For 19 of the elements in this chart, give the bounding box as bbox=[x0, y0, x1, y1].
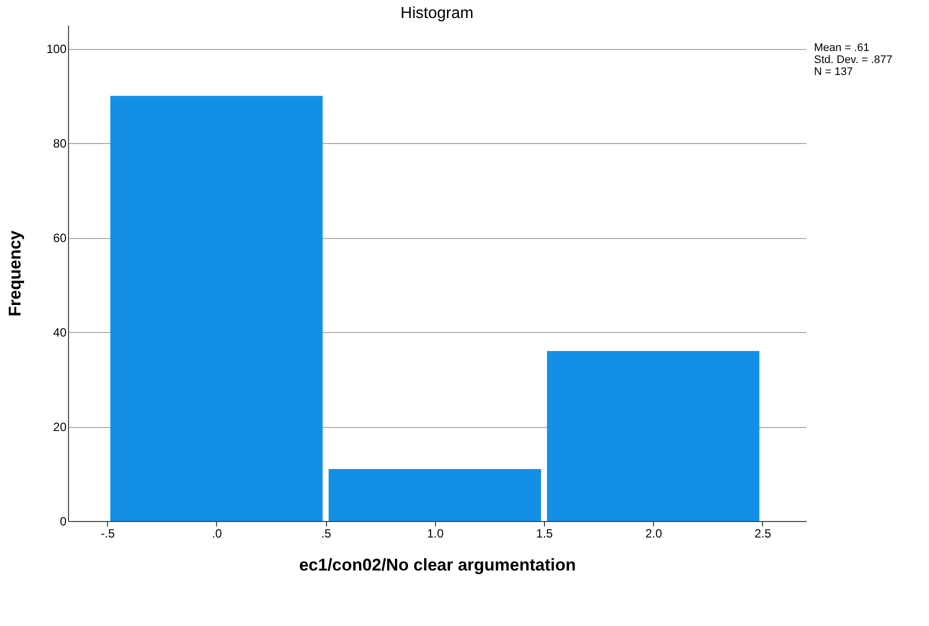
y-tick-label: 40 bbox=[53, 326, 67, 340]
x-tick-label: 2.5 bbox=[754, 526, 772, 540]
y-tick-label: 20 bbox=[53, 420, 67, 434]
x-tick-label: 1.5 bbox=[536, 526, 554, 540]
y-tick-label: 100 bbox=[46, 42, 67, 56]
chart-title: Histogram bbox=[400, 5, 474, 22]
x-tick-label: .0 bbox=[212, 526, 222, 540]
x-tick-label: -.5 bbox=[100, 526, 116, 540]
y-tick-label: 80 bbox=[53, 136, 67, 151]
text: Mean = .61 bbox=[814, 42, 870, 54]
x-axis-title: ec1/con02/No clear argumentation bbox=[299, 556, 576, 574]
y-axis-title: Frequency bbox=[5, 230, 24, 316]
y-tick-label: 60 bbox=[53, 231, 67, 246]
text: Std. Dev. = .877 bbox=[814, 54, 892, 66]
y-tick-label: 0 bbox=[60, 514, 67, 528]
x-tick-label: 1.0 bbox=[426, 526, 444, 540]
x-tick-label: .5 bbox=[321, 526, 332, 540]
x-tick-label: 2.0 bbox=[645, 526, 662, 540]
text: N = 137 bbox=[814, 66, 853, 78]
